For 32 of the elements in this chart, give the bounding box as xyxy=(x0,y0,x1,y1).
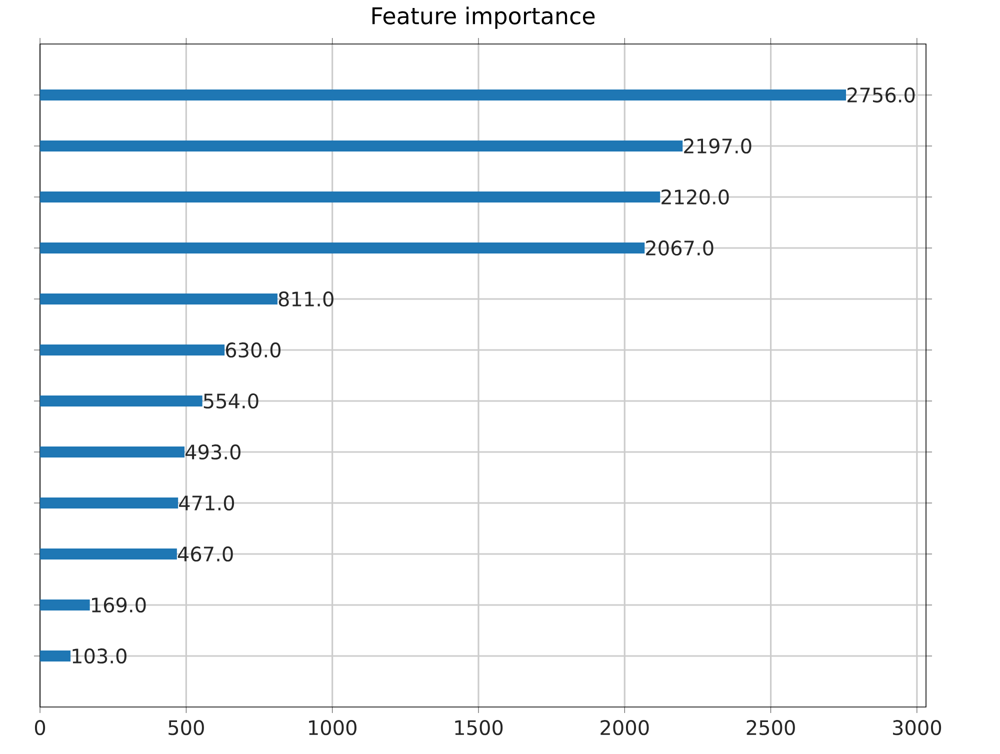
bar xyxy=(40,344,225,356)
x-tick-label: 2500 xyxy=(746,720,795,736)
bar xyxy=(40,192,660,202)
data-label: 2756.0 xyxy=(847,87,915,103)
data-label: 2197.0 xyxy=(684,138,752,154)
x-tick-label: 1500 xyxy=(455,720,503,736)
bar xyxy=(40,446,185,458)
data-label: 467.0 xyxy=(178,546,233,562)
data-label: 2120.0 xyxy=(662,189,729,205)
bar xyxy=(40,242,645,254)
data-label: 471.0 xyxy=(179,495,234,511)
bar xyxy=(40,89,846,100)
bar xyxy=(40,140,683,152)
bar xyxy=(40,498,178,508)
data-label: 2067.0 xyxy=(646,240,714,256)
x-tick-label: 2000 xyxy=(600,720,649,736)
data-label: 103.0 xyxy=(72,648,126,664)
bar xyxy=(40,294,278,304)
data-label: 630.0 xyxy=(226,342,281,358)
x-tick-label: 500 xyxy=(168,720,204,736)
data-label: 169.0 xyxy=(92,597,146,613)
x-tick-label: 0 xyxy=(34,720,46,736)
bar xyxy=(40,395,202,406)
chart-title: Feature importance xyxy=(372,6,595,29)
bar xyxy=(40,548,177,560)
bar xyxy=(40,650,71,662)
data-label: 811.0 xyxy=(278,291,334,307)
data-label: 554.0 xyxy=(204,393,258,409)
x-tick-label: 1000 xyxy=(309,720,356,736)
bar xyxy=(40,599,90,610)
x-tick-label: 3000 xyxy=(893,720,942,736)
data-label: 493.0 xyxy=(185,444,240,460)
